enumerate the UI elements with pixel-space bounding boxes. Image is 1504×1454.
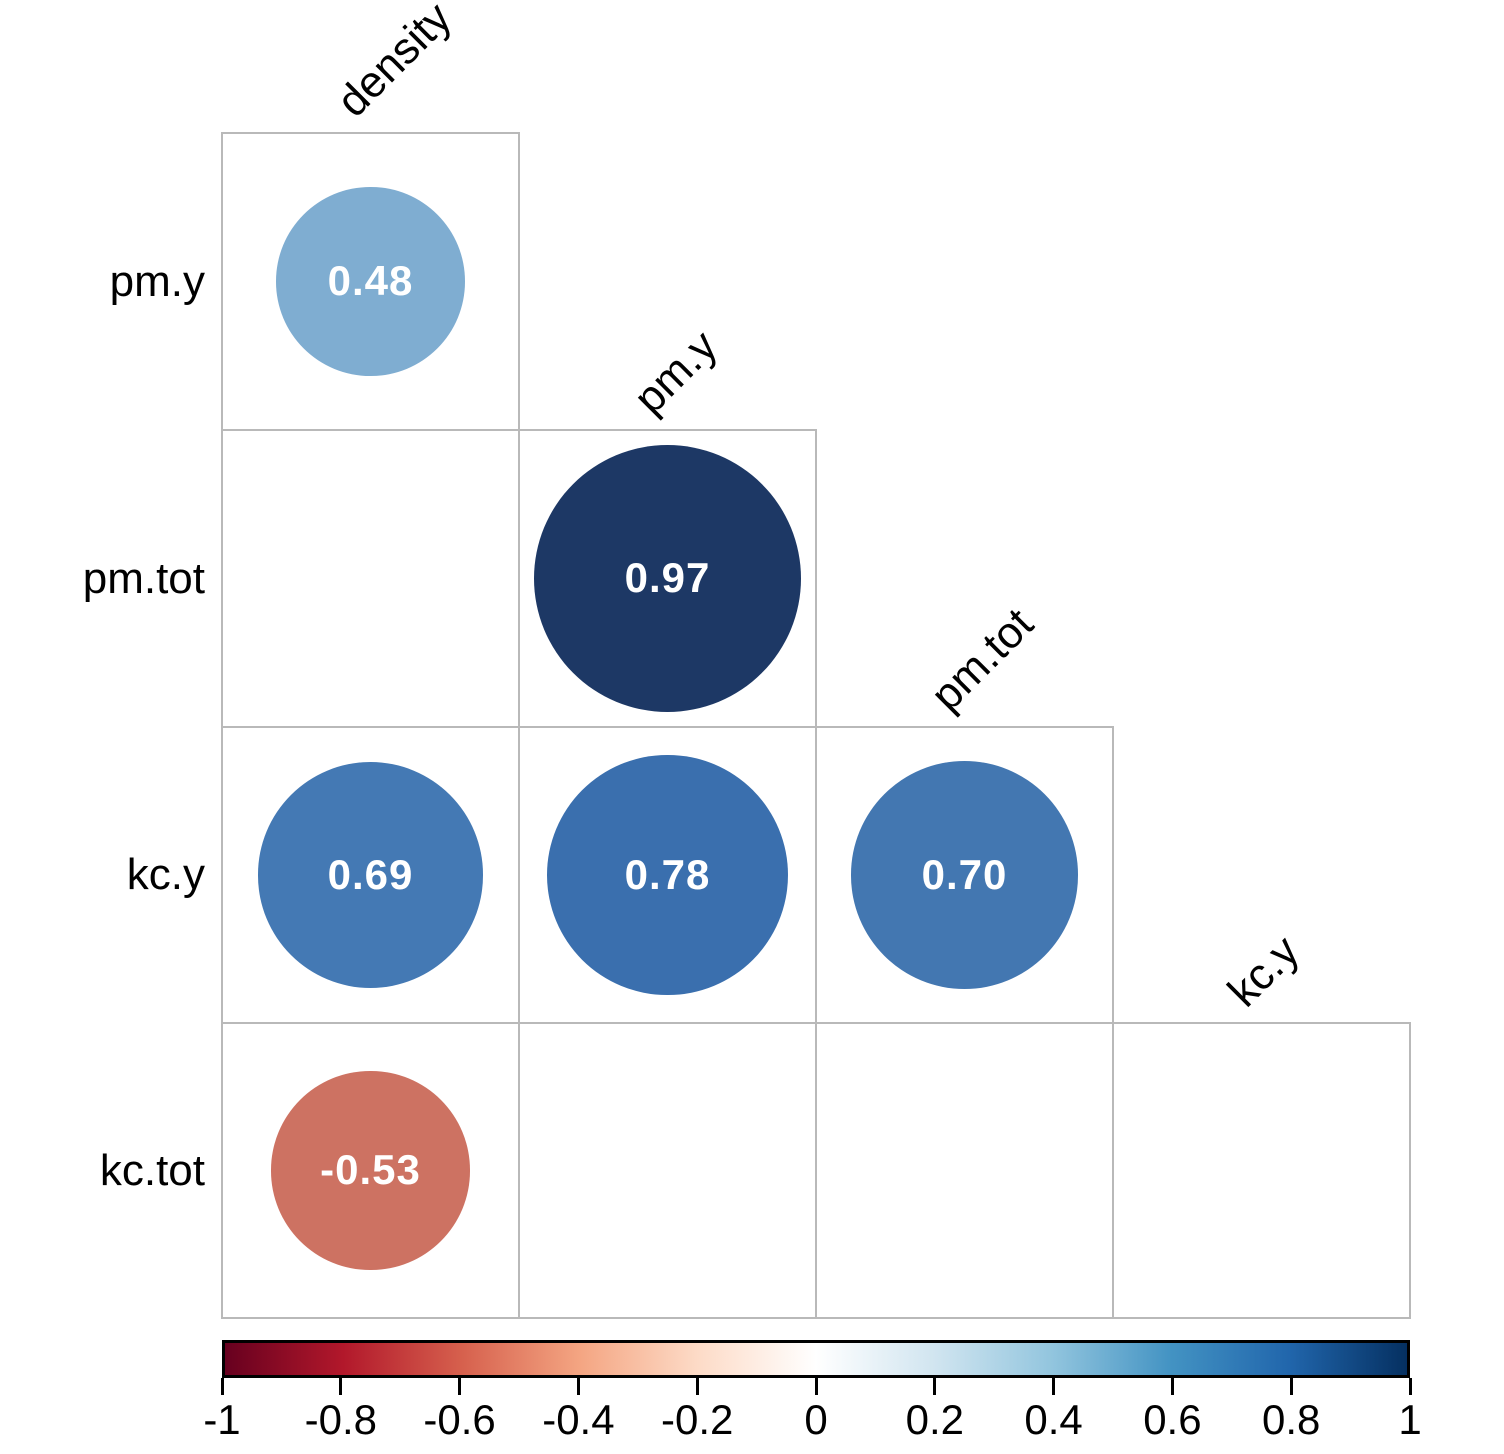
- colorbar-tick: [814, 1378, 818, 1395]
- grid-hline: [221, 132, 520, 134]
- grid-hline: [221, 429, 817, 431]
- colorbar-tick-label: 1: [1398, 1396, 1422, 1443]
- colorbar-tick-label: 0: [804, 1396, 828, 1443]
- correlation-circle-kc.tot-density: -0.53: [271, 1071, 470, 1270]
- row-label-pm.y: pm.y: [109, 256, 205, 306]
- colorbar-tick: [1052, 1378, 1056, 1395]
- colorbar-tick-label: 0.4: [1024, 1396, 1083, 1443]
- row-label-kc.y: kc.y: [126, 850, 205, 899]
- colorbar-tick: [220, 1378, 224, 1395]
- grid-vline: [815, 430, 817, 1318]
- colorbar-tick-label: 0.6: [1143, 1396, 1202, 1443]
- correlation-value: 0.48: [327, 257, 414, 305]
- row-label-kc.tot: kc.tot: [99, 1145, 205, 1195]
- correlation-circle-kc.y-pm.tot: 0.70: [850, 761, 1079, 989]
- diagonal-label-pm.y: pm.y: [624, 321, 727, 424]
- correlation-value: 0.78: [624, 850, 711, 898]
- correlation-circle-pm.y-density: 0.48: [276, 187, 465, 376]
- grid-vline: [518, 133, 520, 1318]
- colorbar-tick-label: 0.2: [905, 1396, 964, 1443]
- colorbar-tick: [695, 1378, 699, 1395]
- grid-vline: [221, 133, 223, 1318]
- correlation-value: -0.53: [320, 1146, 421, 1194]
- colorbar-tick: [1408, 1378, 1412, 1395]
- diagonal-label-density: density: [327, 0, 461, 127]
- colorbar-tick: [339, 1378, 343, 1395]
- grid-hline: [221, 1317, 1411, 1319]
- correlation-value: 0.97: [624, 554, 711, 602]
- colorbar-tick-label: -0.8: [304, 1396, 377, 1443]
- colorbar-tick: [1170, 1378, 1174, 1395]
- colorbar-tick-label: -0.6: [423, 1396, 496, 1443]
- colorbar-tick: [576, 1378, 580, 1395]
- colorbar-tick: [458, 1378, 462, 1395]
- correlation-circle-kc.y-density: 0.69: [257, 762, 484, 988]
- colorbar-tick: [1289, 1378, 1293, 1395]
- colorbar-tick: [933, 1378, 937, 1395]
- correlation-value: 0.70: [921, 850, 1008, 898]
- grid-hline: [221, 726, 1114, 728]
- correlation-circle-pm.tot-pm.y: 0.97: [533, 444, 802, 713]
- colorbar-gradient: [222, 1340, 1410, 1378]
- colorbar-tick-label: 0.8: [1261, 1396, 1321, 1443]
- grid-hline: [221, 1022, 1411, 1024]
- row-label-pm.tot: pm.tot: [82, 553, 205, 603]
- colorbar-tick-label: -0.2: [661, 1396, 734, 1443]
- correlation-value: 0.69: [327, 850, 414, 898]
- diagonal-label-kc.y: kc.y: [1218, 926, 1309, 1017]
- correlation-circle-kc.y-pm.y: 0.78: [547, 754, 788, 996]
- colorbar-tick-label: -1: [203, 1396, 241, 1443]
- diagonal-label-pm.tot: pm.tot: [921, 599, 1043, 721]
- grid-vline: [1409, 1023, 1411, 1318]
- colorbar-tick-label: -0.4: [542, 1396, 615, 1443]
